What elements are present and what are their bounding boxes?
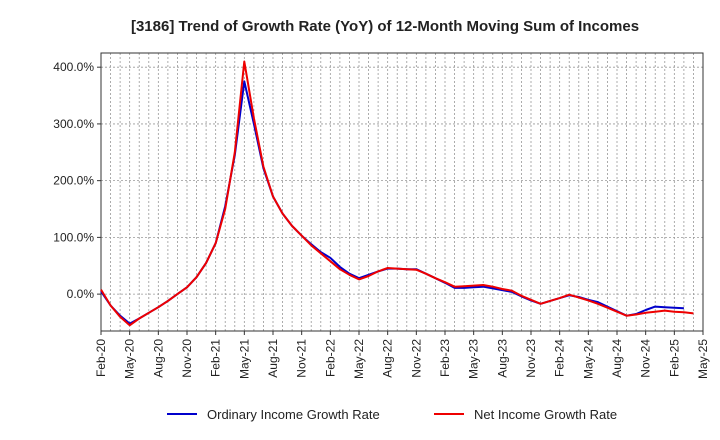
y-tick-label: 100.0% [53, 230, 94, 244]
y-axis: 0.0% 100.0% 200.0% 300.0% 400.0% [53, 60, 101, 301]
x-tick-label: Feb-23 [438, 339, 452, 377]
x-tick-label: Nov-20 [180, 339, 194, 378]
series-line-0 [100, 80, 684, 325]
x-tick-label: May-21 [237, 339, 251, 379]
y-tick-label: 200.0% [53, 174, 94, 188]
x-tick-label: Aug-24 [610, 339, 624, 378]
x-tick-label: Feb-25 [667, 339, 681, 377]
x-tick-label: Nov-24 [639, 339, 653, 378]
y-tick-label: 400.0% [53, 60, 94, 74]
x-tick-label: Nov-21 [295, 339, 309, 378]
y-tick-label: 300.0% [53, 117, 94, 131]
y-tick-label: 0.0% [67, 287, 95, 301]
legend: Ordinary Income Growth Rate Net Income G… [167, 407, 617, 422]
x-tick-label: May-22 [352, 339, 366, 379]
legend-label-net: Net Income Growth Rate [474, 407, 617, 422]
x-tick-label: Aug-21 [266, 339, 280, 378]
plot-area [100, 52, 704, 332]
series-lines [100, 60, 694, 327]
x-tick-label: May-23 [467, 339, 481, 379]
series-line-1 [100, 60, 694, 327]
x-tick-label: May-20 [123, 339, 137, 379]
x-tick-label: Aug-22 [381, 339, 395, 378]
x-tick-label: Aug-23 [495, 339, 509, 378]
x-tick-label: Nov-22 [409, 339, 423, 378]
x-tick-label: Feb-20 [94, 339, 108, 377]
legend-label-ordinary: Ordinary Income Growth Rate [207, 407, 380, 422]
chart-title: [3186] Trend of Growth Rate (YoY) of 12-… [131, 18, 639, 35]
x-tick-label: Feb-24 [553, 339, 567, 377]
grid-lines [101, 53, 703, 331]
x-tick-label: Feb-22 [323, 339, 337, 377]
x-tick-label: May-25 [696, 339, 710, 379]
x-tick-label: Aug-20 [151, 339, 165, 378]
x-tick-label: Feb-21 [209, 339, 223, 377]
x-tick-label: May-24 [581, 339, 595, 379]
x-axis: Feb-20 May-20 Aug-20 Nov-20 Feb-21 May-21 Aug-… [94, 331, 710, 379]
x-tick-label: Nov-23 [524, 339, 538, 378]
